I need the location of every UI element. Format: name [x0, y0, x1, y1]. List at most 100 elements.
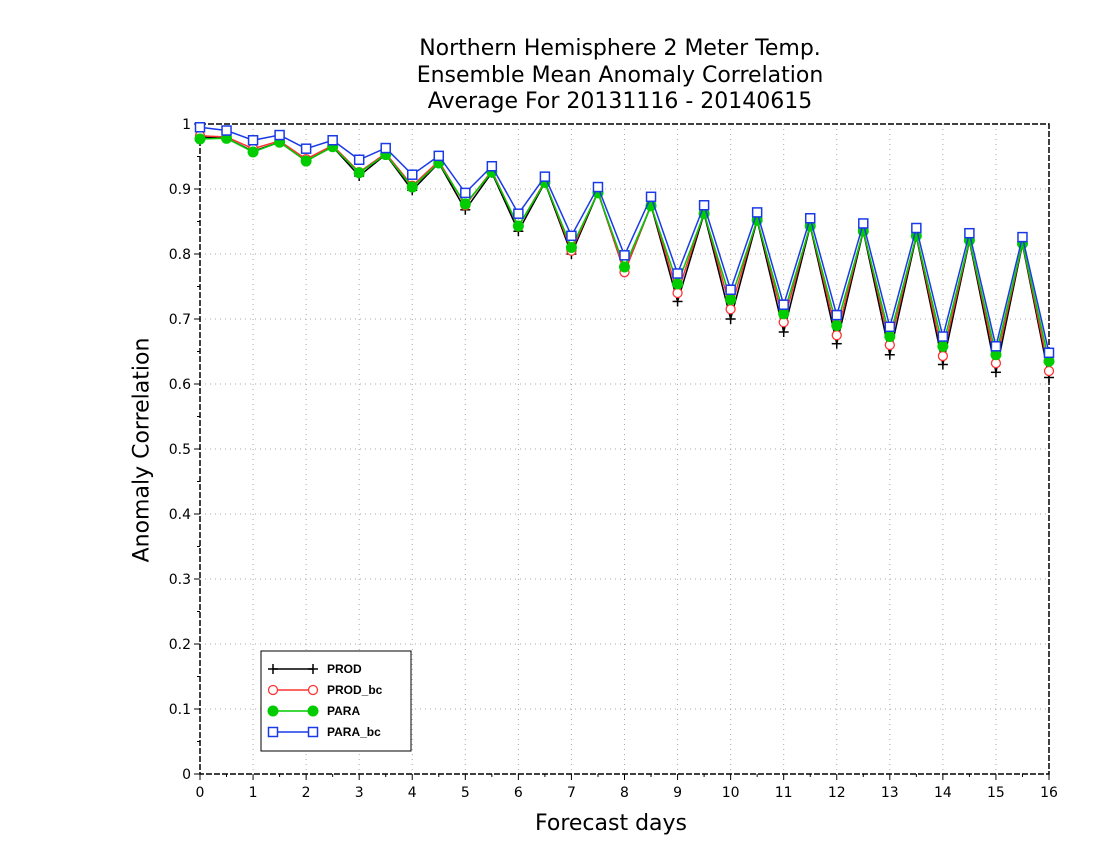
- y-axis-label: Anomaly Correlation: [129, 337, 155, 563]
- data-point-para: [778, 308, 790, 320]
- data-point-para-bc: [592, 181, 604, 193]
- legend-marker-prod: [268, 664, 278, 674]
- chart-title-line-2: Ensemble Mean Anomaly Correlation: [416, 63, 824, 88]
- data-point-para-bc: [274, 129, 285, 141]
- data-point-para: [512, 220, 524, 232]
- y-tick-label: 0.1: [169, 702, 191, 718]
- y-tick-label: 0.6: [169, 377, 191, 393]
- legend-box: [260, 650, 412, 752]
- data-point-para: [300, 155, 312, 167]
- data-point-para: [353, 167, 365, 179]
- data-point-para-bc: [486, 161, 498, 172]
- x-tick-label: 10: [722, 785, 740, 801]
- data-point-prod-bc: [725, 304, 736, 315]
- data-point-prod-bc: [937, 350, 949, 362]
- data-point-para-bc: [380, 142, 391, 154]
- data-point-para: [937, 340, 949, 352]
- data-point-para-bc: [1043, 347, 1055, 359]
- data-point-prod: [884, 349, 895, 360]
- legend-marker-prod-bc: [267, 684, 279, 696]
- legend-marker-prod-bc: [307, 684, 319, 696]
- x-tick-label: 8: [620, 785, 629, 801]
- data-point-para-bc: [300, 143, 312, 154]
- data-point-para: [884, 331, 896, 343]
- data-point-para-bc: [990, 341, 1002, 352]
- legend-label-para: PARA: [327, 704, 360, 718]
- data-point-para-bc: [884, 321, 896, 333]
- data-point-para-bc: [221, 125, 232, 136]
- data-point-prod-bc: [1043, 365, 1055, 377]
- data-point-prod: [990, 367, 1001, 378]
- data-point-para: [459, 198, 471, 210]
- y-tick-label: 0.2: [169, 637, 191, 653]
- data-point-para: [672, 278, 684, 290]
- data-point-para-bc: [513, 208, 524, 219]
- data-point-para: [406, 181, 418, 193]
- x-tick-label: 9: [673, 785, 682, 801]
- y-tick-label: 0.9: [169, 182, 191, 198]
- data-point-para-bc: [194, 122, 206, 133]
- data-point-para-bc: [964, 227, 975, 239]
- data-point-para-bc: [804, 213, 816, 224]
- legend-label-prod-bc: PROD_bc: [327, 683, 383, 697]
- series-para-bc: [194, 122, 1055, 359]
- data-point-para-bc: [778, 299, 789, 310]
- legend-marker-prod: [308, 664, 318, 674]
- legend: PROD PROD_bc PARA PARA_bc: [260, 650, 412, 752]
- chart-title-line-1: Northern Hemisphere 2 Meter Temp.: [419, 36, 821, 61]
- x-tick-label: 4: [408, 785, 417, 801]
- chart-title-line-3: Average For 20131116 - 20140615: [427, 89, 813, 114]
- y-tick-label: 0.4: [169, 507, 191, 523]
- data-point-para-bc: [751, 207, 763, 218]
- y-tick-label: 0.8: [169, 247, 191, 263]
- data-point-para: [194, 133, 206, 145]
- x-tick-label: 1: [249, 785, 258, 801]
- legend-marker-para: [307, 705, 319, 717]
- data-point-para-bc: [858, 218, 869, 229]
- legend-marker-para-bc: [267, 726, 279, 738]
- y-tick-label: 0.5: [169, 442, 191, 458]
- data-point-para-bc: [327, 135, 338, 146]
- legend-label-prod: PROD: [327, 662, 362, 676]
- x-tick-label: 16: [1040, 785, 1058, 801]
- legend-label-para-bc: PARA_bc: [327, 725, 381, 739]
- data-point-para-bc: [433, 150, 445, 162]
- x-tick-label: 11: [775, 785, 793, 801]
- x-tick-label: 6: [514, 785, 523, 801]
- grid-lines: [200, 124, 1049, 774]
- x-tick-label: 2: [302, 785, 311, 801]
- x-tick-label: 12: [828, 785, 846, 801]
- data-point-para: [831, 320, 843, 331]
- data-point-para-bc: [460, 187, 471, 199]
- y-tick-label: 0: [182, 767, 191, 783]
- y-tick-label: 1: [182, 117, 191, 133]
- data-point-prod: [778, 327, 789, 337]
- data-point-para-bc: [619, 250, 630, 261]
- x-tick-label: 5: [461, 785, 470, 801]
- data-point-para: [619, 261, 630, 273]
- data-point-prod: [725, 314, 736, 324]
- data-point-para-bc: [831, 309, 842, 321]
- x-tick-label: 15: [987, 785, 1005, 801]
- data-point-para-bc: [566, 230, 577, 242]
- data-point-prod-bc: [831, 330, 842, 341]
- data-point-prod-bc: [672, 287, 683, 299]
- data-point-para-bc: [539, 171, 551, 182]
- data-point-para-bc: [937, 331, 949, 342]
- data-point-para: [725, 294, 737, 305]
- x-tick-label: 14: [934, 785, 952, 801]
- y-tick-label: 0.7: [169, 312, 191, 328]
- legend-marker-para-bc: [307, 726, 319, 738]
- x-tick-label: 0: [196, 785, 205, 801]
- data-point-para-bc: [672, 268, 683, 279]
- data-point-para-bc: [353, 154, 365, 165]
- x-tick-label: 13: [881, 785, 899, 801]
- data-point-para-bc: [247, 135, 259, 146]
- series-line-para-bc: [199, 126, 1050, 353]
- data-point-para-bc: [725, 284, 736, 295]
- data-point-para: [565, 242, 577, 253]
- data-point-para-bc: [1017, 231, 1028, 243]
- data-point-para-bc: [645, 191, 657, 203]
- data-point-para-bc: [698, 200, 710, 211]
